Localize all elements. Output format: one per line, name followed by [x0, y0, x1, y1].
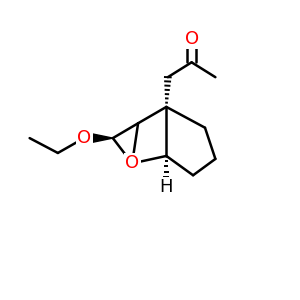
Text: H: H	[160, 178, 173, 196]
Polygon shape	[84, 132, 113, 144]
Text: O: O	[184, 29, 199, 47]
Text: O: O	[77, 129, 91, 147]
Text: O: O	[125, 154, 139, 172]
